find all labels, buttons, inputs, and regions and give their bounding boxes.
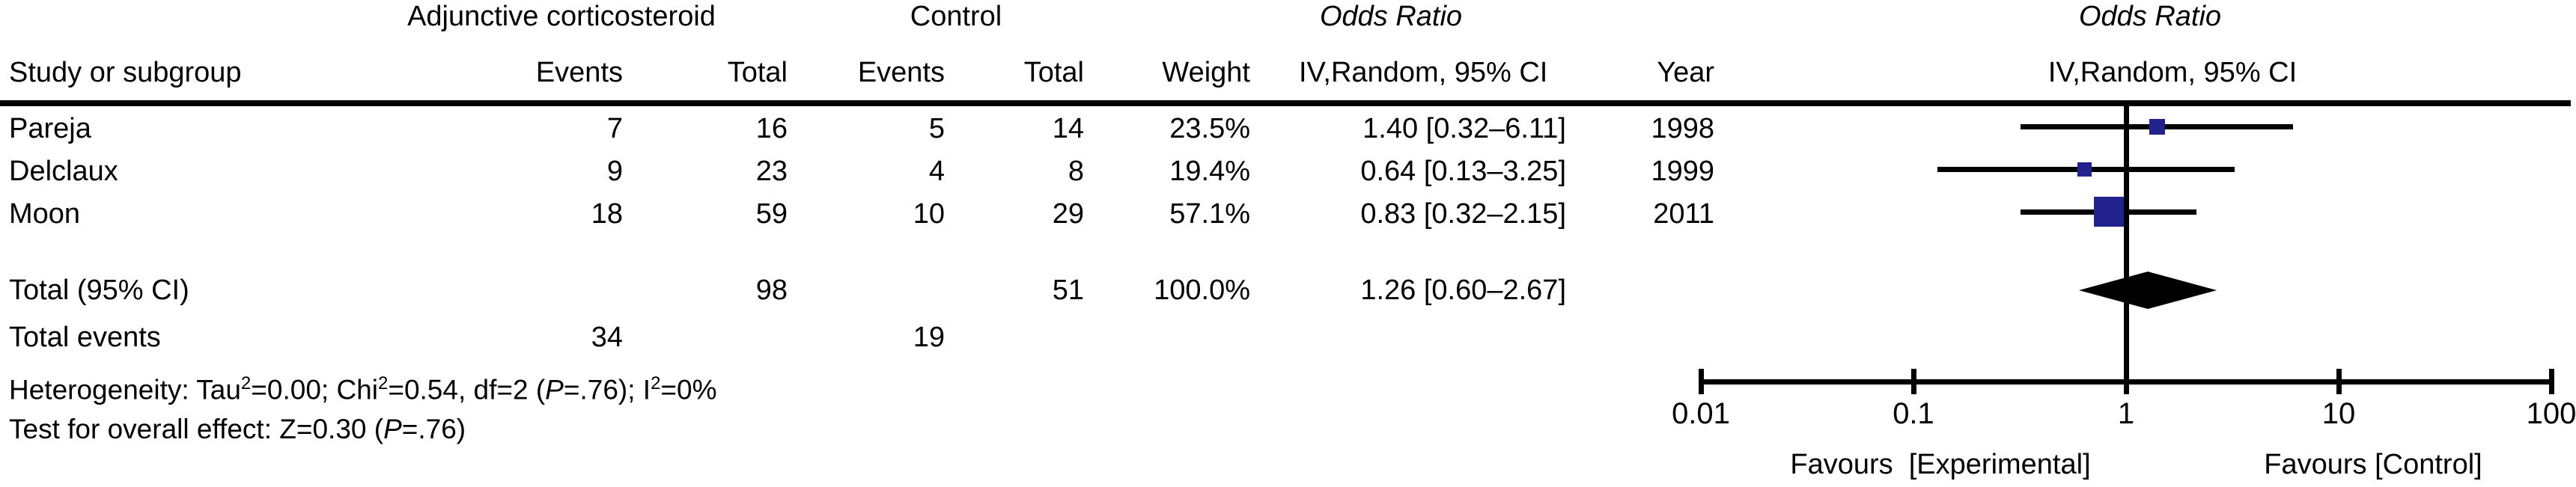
events-treatment: 18 <box>591 198 623 230</box>
total-treatment: 16 <box>755 113 788 144</box>
events-control: 10 <box>913 198 945 230</box>
overall-effect-text: Test for overall effect: Z=0.30 ( <box>9 414 384 444</box>
col-header-year: Year <box>1657 57 1714 88</box>
overall-effect-note: Test for overall effect: Z=0.30 (P=.76) <box>9 414 466 444</box>
superscript: 2 <box>240 373 252 393</box>
weight-value: 19.4% <box>1169 156 1250 187</box>
col-header-iv-random-left: IV,Random, 95% CI <box>1299 57 1548 88</box>
study-name: Moon <box>9 198 81 230</box>
events-treatment: 34 <box>591 322 623 353</box>
x-tick-label: 100 <box>2526 397 2576 430</box>
superscript: 2 <box>651 373 661 393</box>
treatment-group-header: Adjunctive corticosteroid <box>407 1 716 32</box>
total-control: 14 <box>1052 113 1084 144</box>
effect-square <box>2094 197 2125 227</box>
total-row: Total (95% CI) 98 51 100.0% 1.26 [0.60–2… <box>0 274 2576 307</box>
total-events-label: Total events <box>9 322 161 353</box>
events-control: 19 <box>913 322 945 353</box>
year-value: 1998 <box>1651 113 1714 144</box>
or-ci-value: 1.26 [0.60–2.67] <box>1360 275 1566 306</box>
total-events-row: Total events 34 19 <box>0 321 2576 354</box>
col-header-total-treatment: Total <box>727 57 788 88</box>
x-tick-label: 1 <box>2117 397 2135 430</box>
study-row-pareja: Pareja 7 16 5 14 23.5% 1.40 [0.32–6.11] … <box>0 112 2576 145</box>
x-tick-label: 0.1 <box>1893 397 1934 430</box>
favours-experimental-label: Favours [Experimental] <box>1790 449 2091 480</box>
year-value: 2011 <box>1653 198 1714 230</box>
odds-ratio-header-right: Odds Ratio <box>2078 1 2222 32</box>
favours-control-label: Favours [Control] <box>2264 449 2482 480</box>
total-control: 51 <box>1052 275 1084 306</box>
superscript: 2 <box>377 373 389 393</box>
x-axis-tick <box>2336 369 2342 394</box>
line-of-no-effect <box>2124 106 2129 384</box>
total-treatment: 23 <box>755 156 788 187</box>
col-header-events-control: Events <box>857 57 945 88</box>
total-control: 29 <box>1052 198 1084 230</box>
or-ci-value: 0.64 [0.13–3.25] <box>1360 156 1566 187</box>
x-axis-tick <box>1699 369 1704 394</box>
x-axis-tick <box>2549 369 2554 394</box>
or-ci-value: 0.83 [0.32–2.15] <box>1360 198 1566 230</box>
year-value: 1999 <box>1651 156 1714 187</box>
events-control: 5 <box>928 113 945 144</box>
col-header-weight: Weight <box>1162 57 1250 88</box>
heterogeneity-note: Heterogeneity: Tau2=0.00; Chi2=0.54, df=… <box>9 373 717 405</box>
col-header-iv-random-right: IV,Random, 95% CI <box>2047 57 2298 88</box>
study-row-delclaux: Delclaux 9 23 4 8 19.4% 0.64 [0.13–3.25]… <box>0 155 2576 188</box>
col-header-events-treatment: Events <box>535 57 623 88</box>
col-header-study: Study or subgroup <box>9 57 242 88</box>
total-label: Total (95% CI) <box>9 275 189 306</box>
effect-square <box>2077 162 2092 177</box>
weight-value: 23.5% <box>1169 113 1250 144</box>
weight-value: 100.0% <box>1154 275 1250 306</box>
weight-value: 57.1% <box>1169 198 1250 230</box>
events-control: 4 <box>928 156 945 187</box>
odds-ratio-header-left: Odds Ratio <box>1319 1 1463 32</box>
effect-square <box>2149 118 2165 135</box>
study-row-moon: Moon 18 59 10 29 57.1% 0.83 [0.32–2.15] … <box>0 197 2576 230</box>
total-treatment: 59 <box>755 198 788 230</box>
events-treatment: 7 <box>606 113 623 144</box>
column-header-row: Study or subgroup Events Total Events To… <box>0 56 2576 89</box>
study-name: Delclaux <box>9 156 118 187</box>
control-group-header: Control <box>910 1 1002 32</box>
x-axis-tick <box>1911 369 1916 394</box>
events-treatment: 9 <box>606 156 623 187</box>
study-name: Pareja <box>9 113 91 144</box>
x-tick-label: 0.01 <box>1672 397 1730 430</box>
total-control: 8 <box>1068 156 1084 187</box>
total-treatment: 98 <box>755 275 788 306</box>
x-tick-label: 10 <box>2321 397 2356 430</box>
col-header-total-control: Total <box>1023 57 1084 88</box>
p-symbol: P <box>383 414 402 444</box>
header-rule <box>0 100 2571 106</box>
or-ci-value: 1.40 [0.32–6.11] <box>1362 113 1566 144</box>
heterogeneity-text: Heterogeneity: Tau <box>9 374 241 405</box>
p-symbol: P <box>545 374 564 405</box>
